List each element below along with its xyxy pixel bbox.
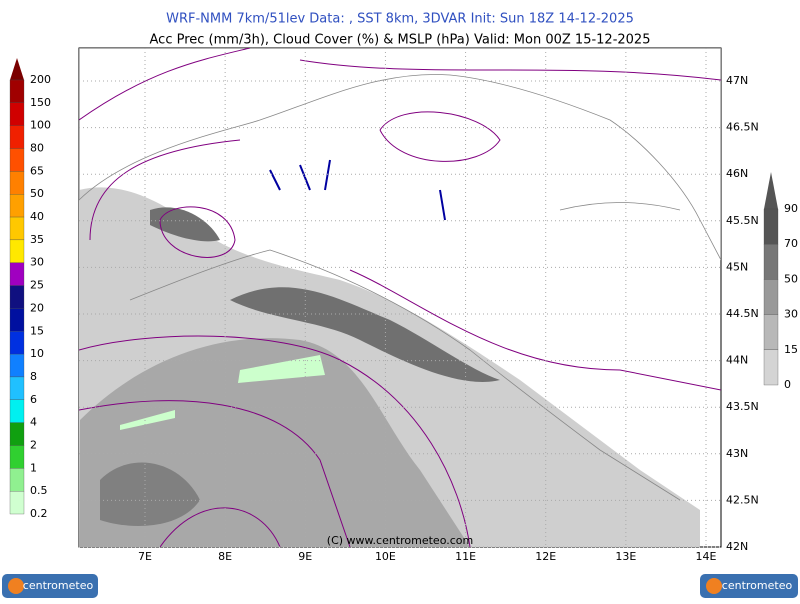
legend-label: 35 xyxy=(30,233,44,246)
legend-swatch xyxy=(10,377,24,400)
legend-swatch xyxy=(764,209,778,244)
legend-label: 0.2 xyxy=(30,507,48,520)
legend-label: 10 xyxy=(30,347,44,360)
subtitle: Acc Prec (mm/3h), Cloud Cover (%) & MSLP… xyxy=(150,33,651,48)
legend-label: 8 xyxy=(30,370,37,383)
lon-label: 14E xyxy=(696,550,717,563)
lat-label: 42.5N xyxy=(726,493,759,506)
legend-label: 25 xyxy=(30,279,44,292)
legend-swatch xyxy=(10,468,24,491)
legend-arrow xyxy=(764,172,778,209)
legend-label: 30 xyxy=(30,256,44,269)
legend-swatch xyxy=(10,423,24,446)
legend-label: 100 xyxy=(30,119,51,132)
lat-label: 43N xyxy=(726,447,748,460)
legend-swatch xyxy=(10,354,24,377)
legend-label: 65 xyxy=(30,164,44,177)
lat-label: 47N xyxy=(726,74,748,87)
legend-label: 1 xyxy=(30,461,37,474)
lon-label: 7E xyxy=(138,550,152,563)
lon-label: 13E xyxy=(615,550,636,563)
cloud-legend: 90 70 50 30 15 0 xyxy=(764,172,798,391)
legend-label: 70 xyxy=(784,237,798,250)
legend-label: 50 xyxy=(784,272,798,285)
legend-label: 200 xyxy=(30,73,51,86)
precip-legend: 200 150 100 80 65 50 40 35 30 25 20 15 10 8 6 4 2 1 0.5 0.2 xyxy=(10,58,51,520)
legend-swatch xyxy=(764,244,778,279)
legend-swatch xyxy=(10,491,24,514)
legend-label: 30 xyxy=(784,308,798,321)
copyright: (C) www.centrometeo.com xyxy=(327,534,473,547)
map-area xyxy=(79,48,721,547)
logo-right: centrometeo xyxy=(700,574,798,598)
legend-swatch xyxy=(10,126,24,149)
lat-label: 45.5N xyxy=(726,214,759,227)
logo-left: centrometeo xyxy=(2,574,98,598)
legend-arrow xyxy=(10,58,24,80)
legend-label: 80 xyxy=(30,142,44,155)
title: WRF-NMM 7km/51lev Data: , SST 8km, 3DVAR… xyxy=(166,12,634,27)
legend-swatch xyxy=(10,103,24,126)
lon-label: 10E xyxy=(375,550,396,563)
legend-swatch xyxy=(764,315,778,350)
lon-label: 9E xyxy=(298,550,312,563)
lat-label: 46.5N xyxy=(726,121,759,134)
legend-swatch xyxy=(764,350,778,385)
legend-label: 50 xyxy=(30,187,44,200)
lon-label: 11E xyxy=(455,550,476,563)
legend-label: 90 xyxy=(784,202,798,215)
legend-label: 0.5 xyxy=(30,484,48,497)
legend-label: 4 xyxy=(30,416,37,429)
legend-swatch xyxy=(764,279,778,314)
legend-swatch xyxy=(10,331,24,354)
legend-swatch xyxy=(10,80,24,103)
logo-text: centrometeo xyxy=(722,579,793,592)
legend-swatch xyxy=(10,194,24,217)
lat-label: 43.5N xyxy=(726,400,759,413)
legend-label: 0 xyxy=(784,378,791,391)
lat-label: 42N xyxy=(726,540,748,553)
legend-label: 15 xyxy=(30,324,44,337)
legend-label: 6 xyxy=(30,393,37,406)
lat-label: 44N xyxy=(726,354,748,367)
legend-label: 15 xyxy=(784,343,798,356)
lat-label: 45N xyxy=(726,260,748,273)
logo-text: centrometeo xyxy=(23,579,94,592)
legend-swatch xyxy=(10,445,24,468)
legend-swatch xyxy=(10,217,24,240)
legend-swatch xyxy=(10,240,24,263)
lat-label: 44.5N xyxy=(726,307,759,320)
legend-swatch xyxy=(10,149,24,172)
legend-label: 20 xyxy=(30,301,44,314)
legend-swatch xyxy=(10,286,24,309)
legend-swatch xyxy=(10,308,24,331)
legend-swatch xyxy=(10,171,24,194)
lon-label: 8E xyxy=(218,550,232,563)
legend-swatch xyxy=(10,400,24,423)
legend-label: 40 xyxy=(30,210,44,223)
legend-label: 2 xyxy=(30,438,37,451)
legend-swatch xyxy=(10,263,24,286)
lon-label: 12E xyxy=(535,550,556,563)
legend-label: 150 xyxy=(30,96,51,109)
lat-label: 46N xyxy=(726,167,748,180)
